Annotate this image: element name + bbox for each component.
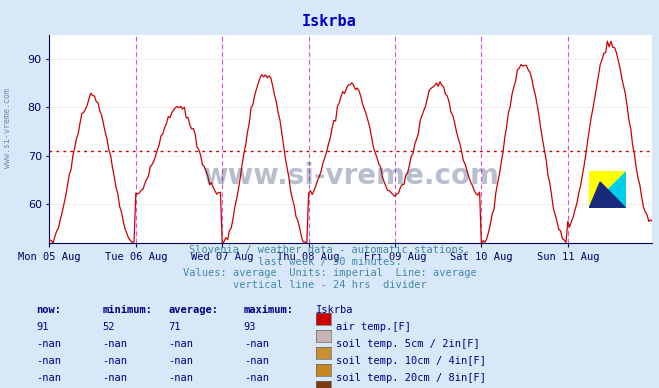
- Text: vertical line - 24 hrs  divider: vertical line - 24 hrs divider: [233, 280, 426, 290]
- Text: minimum:: minimum:: [102, 305, 152, 315]
- Text: soil temp. 5cm / 2in[F]: soil temp. 5cm / 2in[F]: [336, 339, 480, 349]
- Text: -nan: -nan: [36, 356, 61, 366]
- Text: now:: now:: [36, 305, 61, 315]
- Text: last week / 30 minutes.: last week / 30 minutes.: [258, 257, 401, 267]
- Text: -nan: -nan: [36, 339, 61, 349]
- Text: -nan: -nan: [244, 356, 269, 366]
- Text: 91: 91: [36, 322, 49, 332]
- Text: soil temp. 10cm / 4in[F]: soil temp. 10cm / 4in[F]: [336, 356, 486, 366]
- Text: -nan: -nan: [168, 339, 193, 349]
- Text: -nan: -nan: [102, 373, 127, 383]
- Text: soil temp. 20cm / 8in[F]: soil temp. 20cm / 8in[F]: [336, 373, 486, 383]
- Text: -nan: -nan: [102, 356, 127, 366]
- Text: 71: 71: [168, 322, 181, 332]
- Text: -nan: -nan: [244, 373, 269, 383]
- Text: Slovenia / weather data - automatic stations.: Slovenia / weather data - automatic stat…: [189, 245, 470, 255]
- Text: -nan: -nan: [36, 373, 61, 383]
- Text: Iskrba: Iskrba: [302, 14, 357, 29]
- Text: air temp.[F]: air temp.[F]: [336, 322, 411, 332]
- Text: average:: average:: [168, 305, 218, 315]
- Polygon shape: [589, 171, 625, 208]
- Text: maximum:: maximum:: [244, 305, 294, 315]
- Polygon shape: [589, 182, 625, 208]
- Text: Values: average  Units: imperial  Line: average: Values: average Units: imperial Line: av…: [183, 268, 476, 279]
- Text: -nan: -nan: [168, 356, 193, 366]
- Text: -nan: -nan: [168, 373, 193, 383]
- Polygon shape: [589, 171, 625, 208]
- Text: www.si-vreme.com: www.si-vreme.com: [202, 162, 500, 190]
- Text: -nan: -nan: [102, 339, 127, 349]
- Text: Iskrba: Iskrba: [316, 305, 354, 315]
- Text: -nan: -nan: [244, 339, 269, 349]
- Text: www.si-vreme.com: www.si-vreme.com: [3, 88, 13, 168]
- Text: 52: 52: [102, 322, 115, 332]
- Text: 93: 93: [244, 322, 256, 332]
